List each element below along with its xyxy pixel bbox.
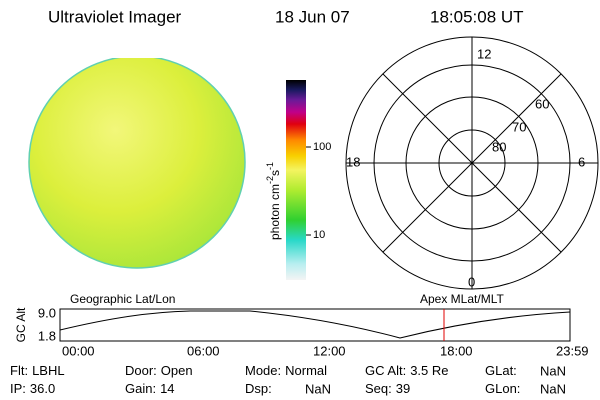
info-label: Seq: — [365, 381, 392, 396]
axis — [382, 73, 562, 253]
info-value: NaN — [305, 381, 331, 396]
colorbar-label: 10 — [313, 229, 325, 241]
time-label: 06:00 — [187, 343, 220, 358]
info-panel: Flt: LBHL Door: Open Mode: Normal GC Alt: 3.5 R… — [10, 363, 566, 396]
info-value: Open — [161, 363, 193, 378]
info-field: IP: 36.0 — [10, 381, 55, 396]
hour: 6 — [578, 154, 585, 169]
info-value: 14 — [160, 381, 174, 396]
unit: s — [268, 170, 282, 176]
date: 18 Jun 07 — [275, 7, 350, 26]
info-value: 39 — [396, 381, 410, 396]
image — [28, 58, 246, 269]
colorbar-label: 100 — [313, 141, 331, 153]
info-label: GLon: — [485, 381, 520, 396]
hour: 0 — [468, 274, 475, 289]
earth-disc — [28, 58, 246, 269]
time-label: 18:00 — [440, 343, 473, 358]
alt-axis-label: GC Alt — [14, 307, 28, 342]
lat: 80 — [492, 139, 506, 154]
exp: -1 — [265, 162, 275, 170]
alt-tick: 9.0 — [38, 305, 56, 320]
info-label: Gain: — [125, 381, 156, 396]
info-value: NaN — [540, 363, 566, 378]
colorbar-unit: photon cm-2s-1 — [265, 162, 282, 240]
lat: 70 — [512, 119, 526, 134]
hour: 12 — [477, 46, 491, 61]
lat: 60 — [535, 96, 549, 111]
alt-panel — [59, 308, 571, 342]
info-field: Mode: Normal — [245, 363, 327, 378]
info-value: LBHL — [32, 363, 65, 378]
info-field: Seq: 39 — [365, 381, 410, 396]
alt-curve — [59, 310, 571, 339]
colorbar — [286, 80, 306, 280]
info-value: NaN — [540, 381, 566, 396]
info-label: IP: — [10, 381, 26, 396]
exp: -2 — [265, 176, 275, 184]
info-label: Mode: — [245, 363, 281, 378]
hour: 18 — [346, 154, 360, 169]
info-field: GLat: — [485, 363, 517, 378]
info-value: Normal — [285, 363, 327, 378]
left-label: Geographic Lat/Lon — [70, 292, 175, 306]
info-label: Dsp: — [245, 381, 272, 396]
info-field: Flt: LBHL — [10, 363, 65, 378]
info-field: Gain: 14 — [125, 381, 175, 396]
right-label: Apex MLat/MLT — [420, 292, 504, 306]
info-label: GC Alt: — [365, 363, 406, 378]
info-label: GLat: — [485, 363, 517, 378]
time-label: 12:00 — [313, 343, 346, 358]
info-field: GC Alt: 3.5 Re — [365, 363, 449, 378]
time-label: 00:00 — [62, 343, 95, 358]
alt-tick: 1.8 — [38, 328, 56, 343]
info-field: Dsp: — [245, 381, 272, 396]
instrument: Ultraviolet Imager — [48, 7, 182, 26]
info-value: 36.0 — [30, 381, 55, 396]
info-label: Door: — [125, 363, 157, 378]
time: 18:05:08 UT — [430, 7, 524, 26]
info-value: 3.5 Re — [410, 363, 448, 378]
info-field: GLon: — [485, 381, 520, 396]
polar-grid — [345, 36, 599, 290]
unit: photon cm — [268, 184, 282, 240]
time-axis: 00:00 06:00 12:00 18:00 23:59 — [62, 343, 589, 358]
time-label: 23:59 — [556, 343, 589, 358]
info-label: Flt: — [10, 363, 28, 378]
info-field: Door: Open — [125, 363, 193, 378]
